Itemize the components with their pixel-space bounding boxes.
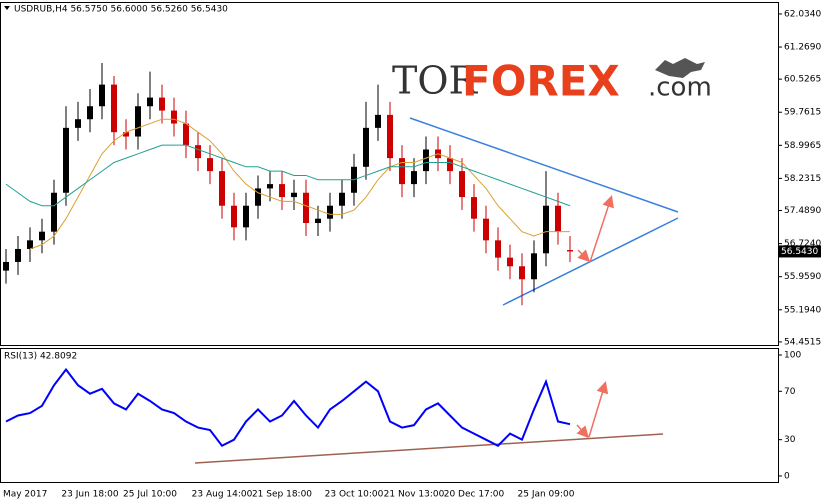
y-tick-label: 54.4515 [784,337,821,347]
y-tick-label: 57.4890 [784,206,821,216]
candle-body [267,184,273,189]
moving-average [5,144,571,207]
logo-forex: FOREX [462,57,620,106]
candle-body [123,132,129,137]
candle-body [75,119,81,128]
x-tick-label: 25 Jul 10:00 [123,490,177,500]
rsi-trend-line [194,433,664,464]
arrow [576,424,590,439]
candle-body [15,248,21,262]
y-tick-label: 59.7615 [784,108,821,118]
logo-tor: TOR [392,59,478,103]
y-tick-label: 30 [784,435,796,445]
rsi-panel [0,348,779,483]
y-tick-label: 62.0340 [784,9,821,19]
candle-body [39,231,45,241]
candle-body [63,127,69,193]
candle-body [3,261,9,271]
candle-body [459,171,465,198]
candle-body [327,205,333,219]
y-tick-label: 0 [784,471,790,481]
candle-body [555,205,561,232]
y-tick-label: 60.5265 [784,75,821,85]
arrow [577,249,591,263]
candle-body [363,127,369,167]
candle-body [531,253,537,280]
y-tick-label: 58.9965 [784,141,821,151]
candle-body [567,250,573,252]
candle-body [243,205,249,228]
candle-body [495,240,501,258]
last-price-box [779,245,821,258]
dropdown-icon [4,6,10,10]
y-tick-label: 70 [784,387,796,397]
candle-body [303,192,309,224]
logo: TOR FOREX .com [392,57,712,106]
candle-body [27,240,33,249]
y-tick-label: 100 [784,351,801,361]
x-tick-label: 20 Dec 17:00 [444,490,505,500]
x-tick-label: 23 Oct 10:00 [325,490,384,500]
candle-body [387,114,393,159]
last-price-label: 56.5430 [781,247,818,257]
candle-body [423,149,429,172]
candle-body [219,171,225,206]
candle-body [171,110,177,124]
y-tick-label: 61.2690 [784,43,821,53]
candle-body [507,257,513,267]
y-tick-label: 55.1940 [784,305,821,315]
y-tick-label: 56.7240 [784,239,821,249]
candle-body [519,266,525,280]
x-tick-label: 23 Aug 14:00 [192,490,253,500]
candle-body [399,158,405,185]
arrow [589,195,614,263]
moving-average [29,118,570,250]
candle-body [147,97,153,107]
x-tick-label: 21 Nov 13:00 [384,490,445,500]
candle-body [255,188,261,206]
y-tick-label: 58.2315 [784,174,821,184]
candle-body [339,192,345,206]
x-tick-label: 21 Sep 18:00 [252,490,312,500]
x-tick-label: 25 Jan 09:00 [518,490,575,500]
candle-body [291,192,297,198]
candle-body [483,218,489,241]
rsi-line [5,367,571,447]
candle-body [471,197,477,219]
candle-body [135,106,141,137]
candle-body [279,184,285,198]
candle-body [87,106,93,120]
candle-body [159,97,165,111]
x-tick-label: 23 Jun 18:00 [61,490,118,500]
candle-body [543,205,549,254]
candle-body [99,84,105,107]
rsi-title: RSI(13) 42.8092 [4,352,77,362]
candle-body [111,84,117,133]
chart-title: USDRUB,H4 56.5750 56.6000 56.5260 56.543… [14,5,228,15]
candle-body [51,192,57,232]
candle-body [411,171,417,185]
candle-body [315,218,321,224]
arrow [588,381,609,438]
candle-body [375,114,381,128]
annotations [194,117,679,464]
logo-bull [655,58,705,78]
candle-body [207,158,213,172]
trend-line [409,117,679,213]
candle-body [195,145,201,159]
candle-body [447,158,453,172]
candle-body [183,123,189,146]
candle-body [231,205,237,228]
price-panel [0,2,779,346]
y-tick-label: 55.9590 [784,272,821,282]
x-tick-label: 24 May 2017 [0,490,47,500]
